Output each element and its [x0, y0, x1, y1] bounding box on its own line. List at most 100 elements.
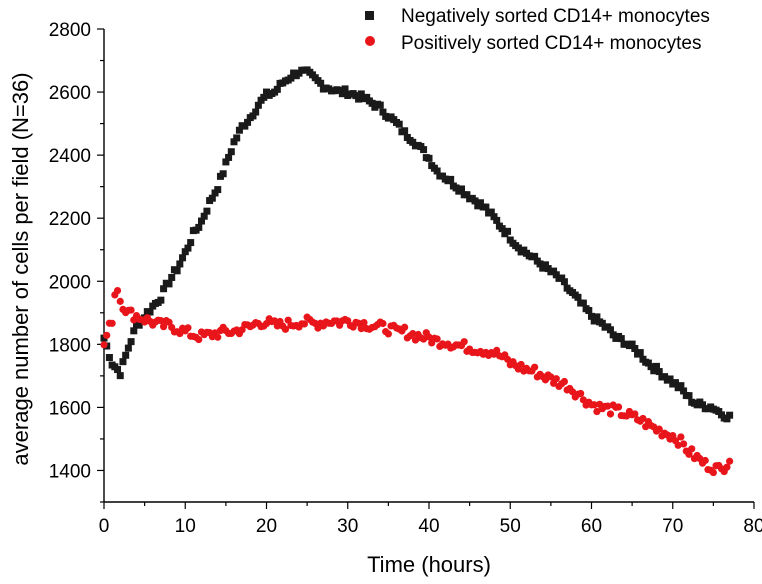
y-tick-label: 1600	[49, 398, 91, 419]
data-point	[585, 307, 593, 315]
data-point	[411, 336, 420, 344]
y-tick-label: 2800	[49, 20, 91, 41]
data-point	[493, 346, 501, 354]
x-tick-label: 0	[99, 516, 110, 537]
data-point	[460, 338, 468, 346]
data-point	[108, 319, 116, 327]
data-point	[677, 382, 685, 390]
data-point	[254, 101, 262, 109]
data-point	[395, 120, 403, 128]
data-point	[260, 93, 268, 101]
data-point	[287, 74, 295, 82]
data-point	[419, 335, 428, 343]
data-point	[536, 260, 544, 268]
data-point	[119, 358, 127, 366]
data-point	[338, 90, 346, 98]
y-tick-label: 2400	[49, 146, 91, 167]
data-point	[590, 317, 598, 325]
data-point	[644, 359, 652, 367]
data-point	[184, 324, 192, 332]
data-point	[173, 267, 181, 275]
x-axis: 0 10 20 30 40 50 60 70 80	[99, 502, 762, 537]
y-tick-label: 2600	[49, 83, 91, 104]
data-point	[160, 285, 168, 293]
data-point	[560, 377, 569, 386]
data-point	[504, 227, 512, 235]
data-point	[598, 319, 606, 327]
data-point	[384, 330, 392, 338]
data-point	[157, 296, 165, 304]
data-point	[552, 271, 560, 279]
x-tick-label: 20	[256, 516, 277, 537]
data-point	[130, 327, 138, 335]
data-point	[577, 389, 585, 398]
data-point	[300, 320, 309, 328]
data-point	[127, 306, 135, 314]
data-point	[420, 146, 428, 154]
data-point	[609, 331, 617, 339]
data-point	[517, 360, 525, 369]
data-point	[547, 373, 555, 381]
x-tick-label: 40	[418, 516, 439, 537]
data-point	[447, 175, 455, 183]
data-point	[103, 331, 111, 339]
data-point	[617, 335, 625, 343]
data-point	[458, 185, 465, 193]
legend-marker-negative	[365, 11, 374, 20]
data-point	[113, 286, 122, 295]
data-point	[709, 468, 717, 477]
data-point	[354, 319, 363, 327]
data-point	[127, 338, 135, 346]
data-point	[631, 344, 639, 352]
data-point	[723, 463, 731, 471]
data-point	[176, 260, 184, 268]
data-point	[680, 387, 688, 395]
data-point	[726, 457, 734, 465]
x-tick-label: 30	[337, 516, 358, 537]
data-point	[203, 207, 211, 215]
data-point	[606, 326, 614, 334]
data-point	[655, 425, 663, 433]
data-point	[116, 297, 124, 305]
data-point	[487, 208, 495, 216]
data-point	[355, 95, 363, 103]
data-point	[181, 248, 189, 256]
data-point	[590, 401, 598, 409]
data-point	[368, 99, 376, 107]
data-points	[100, 66, 734, 477]
data-point	[685, 392, 693, 400]
data-point	[168, 273, 176, 281]
data-point	[685, 450, 693, 458]
data-point	[146, 308, 154, 316]
x-tick-label: 60	[581, 516, 602, 537]
data-point	[606, 410, 615, 418]
data-point	[674, 441, 682, 449]
data-point	[198, 217, 205, 225]
data-point	[425, 154, 433, 162]
data-point	[550, 267, 558, 275]
x-axis-title: Time (hours)	[367, 552, 491, 577]
data-point	[363, 93, 371, 101]
data-point	[604, 402, 612, 410]
data-point	[165, 280, 173, 288]
data-point	[661, 373, 669, 381]
data-point	[219, 170, 227, 178]
data-point	[233, 134, 241, 142]
series-negative	[100, 66, 734, 423]
data-point	[701, 456, 709, 465]
data-point	[376, 101, 384, 109]
data-point	[195, 223, 203, 231]
data-point	[628, 340, 636, 348]
data-point	[244, 118, 252, 126]
data-point	[560, 278, 568, 286]
x-tick-label: 70	[662, 516, 683, 537]
data-point	[159, 323, 168, 331]
data-point	[636, 349, 644, 357]
y-tick-label: 2000	[49, 272, 91, 293]
data-point	[100, 341, 108, 349]
data-point	[679, 440, 688, 448]
data-point	[341, 85, 349, 93]
data-point	[187, 239, 195, 247]
data-point	[552, 375, 560, 383]
data-point	[433, 335, 441, 343]
